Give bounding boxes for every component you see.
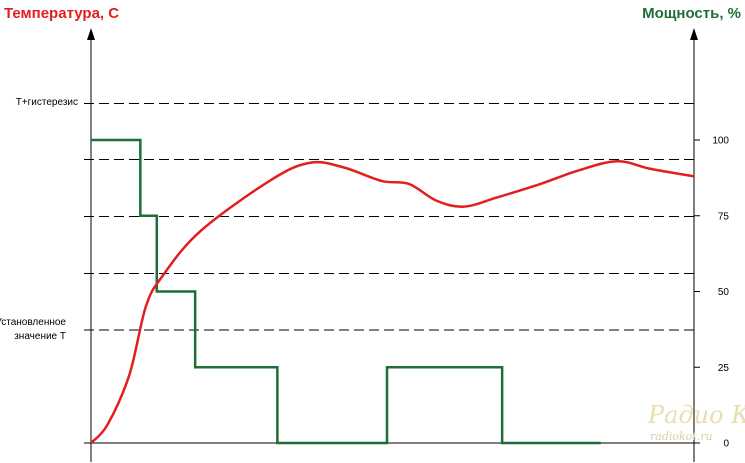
hysteresis-label: T+гистерезис	[16, 97, 78, 108]
watermark-logo: Радио КОТ	[647, 401, 745, 429]
axis-labels: 0 25 50 75 100	[712, 136, 729, 450]
watermark-url: radiokot.ru	[650, 430, 713, 443]
right-axis-title: Мощность, %	[642, 5, 741, 22]
setpoint-label-line1: Установленное	[0, 317, 66, 328]
temperature-series-line	[90, 159, 695, 444]
right-tick-label-50: 50	[718, 287, 730, 298]
power-series-line	[91, 138, 601, 445]
setpoint-label-line2: значение Т	[14, 331, 66, 342]
grid-lines	[84, 103, 694, 331]
right-tick-label-0: 0	[723, 439, 729, 450]
right-tick-label-100: 100	[712, 136, 729, 147]
left-axis-arrow	[87, 28, 95, 40]
series	[90, 138, 695, 445]
right-tick-label-25: 25	[718, 363, 730, 374]
axes	[84, 28, 700, 462]
left-axis-title: Температура, C	[4, 5, 119, 22]
right-axis-arrow	[690, 28, 698, 40]
right-tick-label-75: 75	[718, 211, 730, 222]
